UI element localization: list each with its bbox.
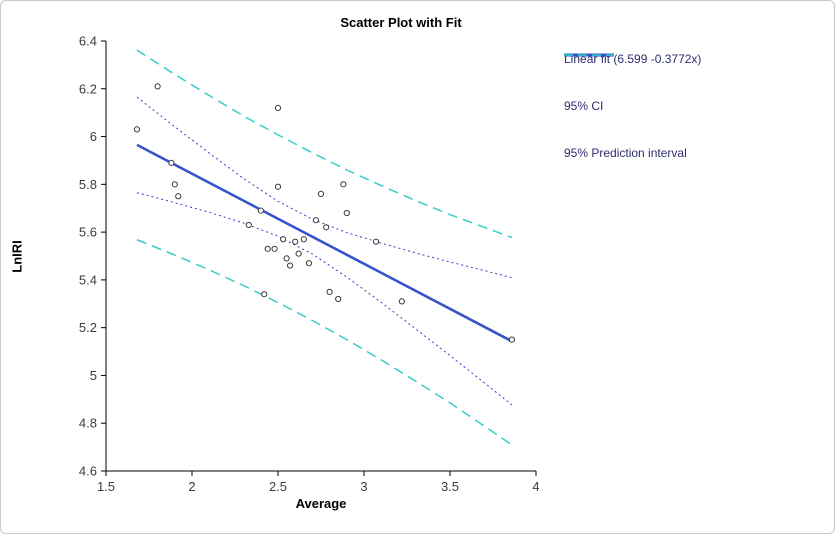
legend-label-pi: 95% Prediction interval (564, 146, 687, 160)
svg-text:2: 2 (188, 479, 195, 494)
svg-text:4.8: 4.8 (79, 416, 97, 431)
svg-text:5.6: 5.6 (79, 225, 97, 240)
legend: Linear fit (6.599 -0.3772x) 95% CI 95% P… (564, 51, 826, 192)
legend-item-pi: 95% Prediction interval (564, 54, 826, 161)
x-axis-label: Average (295, 496, 347, 511)
svg-text:4: 4 (532, 479, 539, 494)
svg-text:1.5: 1.5 (97, 479, 115, 494)
chart-title: Scatter Plot with Fit (340, 15, 462, 30)
svg-text:6: 6 (90, 129, 97, 144)
svg-text:6.4: 6.4 (79, 34, 97, 49)
pi-line-sample-icon (564, 54, 614, 56)
svg-text:5.8: 5.8 (79, 177, 97, 192)
svg-text:3: 3 (360, 479, 367, 494)
svg-text:4.6: 4.6 (79, 464, 97, 479)
svg-text:5: 5 (90, 368, 97, 383)
svg-text:2.5: 2.5 (269, 479, 287, 494)
svg-text:6.2: 6.2 (79, 81, 97, 96)
ci-line-sample-icon (564, 54, 614, 56)
svg-text:3.5: 3.5 (441, 479, 459, 494)
svg-text:5.4: 5.4 (79, 272, 97, 287)
legend-item-ci: 95% CI (564, 54, 826, 114)
legend-label-ci: 95% CI (564, 99, 604, 113)
svg-text:5.2: 5.2 (79, 320, 97, 335)
